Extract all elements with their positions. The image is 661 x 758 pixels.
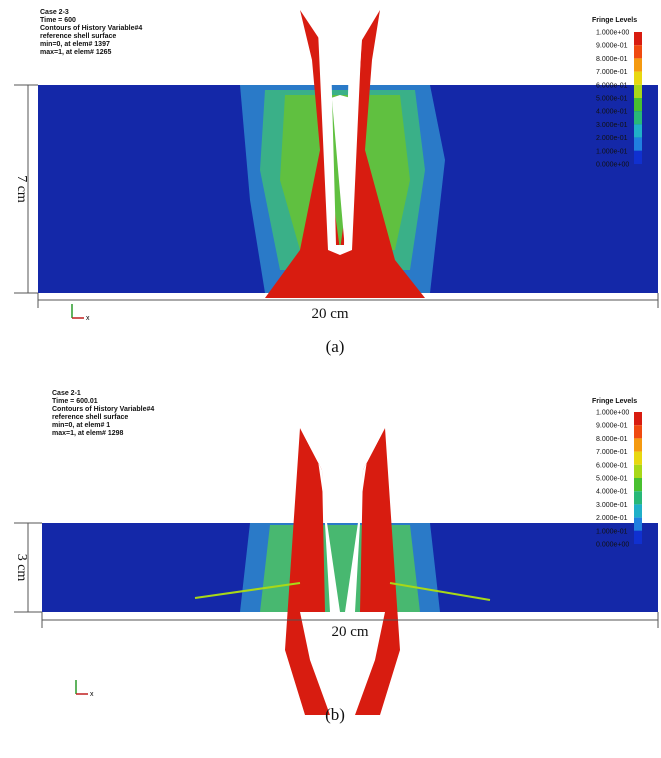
header-line: min=0, at elem# 1397 bbox=[40, 41, 110, 48]
colorbar-segment bbox=[634, 531, 642, 544]
header-line: reference shell surface bbox=[40, 33, 116, 40]
fringe-level: 1.000e+00 bbox=[596, 30, 629, 37]
header-line: Case 2-1 bbox=[52, 390, 81, 397]
colorbar-segment bbox=[634, 72, 642, 85]
fringe-level: 3.000e-01 bbox=[596, 502, 628, 509]
colorbar-segment bbox=[634, 138, 642, 151]
header-line: max=1, at elem# 1265 bbox=[40, 49, 112, 56]
header-line: reference shell surface bbox=[52, 414, 128, 421]
caption: (b) bbox=[325, 705, 345, 724]
colorbar-segment bbox=[634, 124, 642, 137]
fringe-level: 2.000e-01 bbox=[596, 515, 628, 522]
fringe-level: 8.000e-01 bbox=[596, 436, 628, 443]
fringe-level: 0.000e+00 bbox=[596, 162, 629, 169]
fringe-level: 8.000e-01 bbox=[596, 56, 628, 63]
header-line: Contours of History Variable#4 bbox=[40, 25, 142, 32]
colorbar-segment bbox=[634, 491, 642, 504]
colorbar-segment bbox=[634, 438, 642, 451]
colorbar-segment bbox=[634, 412, 642, 425]
colorbar-segment bbox=[634, 85, 642, 98]
height-label: 7 cm bbox=[14, 175, 29, 203]
figure: Case 2-3Time = 600Contours of History Va… bbox=[0, 0, 661, 758]
colorbar-segment bbox=[634, 111, 642, 124]
fringe-level: 5.000e-01 bbox=[596, 96, 628, 103]
fringe-level: 6.000e-01 bbox=[596, 462, 628, 469]
header-line: Time = 600 bbox=[40, 17, 76, 24]
height-label: 3 cm bbox=[14, 554, 29, 582]
colorbar-segment bbox=[634, 504, 642, 517]
width-label: 20 cm bbox=[311, 306, 348, 322]
fringe-level: 0.000e+00 bbox=[596, 542, 629, 549]
caption: (a) bbox=[326, 337, 345, 356]
colorbar-segment bbox=[634, 518, 642, 531]
header-line: Case 2-3 bbox=[40, 9, 69, 16]
colorbar-segment bbox=[634, 478, 642, 491]
fringe-level: 7.000e-01 bbox=[596, 449, 628, 456]
header-line: max=1, at elem# 1298 bbox=[52, 430, 124, 437]
colorbar-segment bbox=[634, 151, 642, 164]
triad-label: x bbox=[86, 315, 90, 322]
fringe-level: 4.000e-01 bbox=[596, 109, 628, 116]
fringe-level: 1.000e-01 bbox=[596, 148, 628, 155]
colorbar-segment bbox=[634, 452, 642, 465]
fringe-level: 6.000e-01 bbox=[596, 82, 628, 89]
fringe-level: 1.000e+00 bbox=[596, 410, 629, 417]
fringe-title: Fringe Levels bbox=[592, 398, 637, 405]
colorbar-segment bbox=[634, 425, 642, 438]
fringe-level: 3.000e-01 bbox=[596, 122, 628, 129]
fringe-level: 1.000e-01 bbox=[596, 528, 628, 535]
fringe-level: 9.000e-01 bbox=[596, 43, 628, 50]
colorbar-segment bbox=[634, 45, 642, 58]
header-line: min=0, at elem# 1 bbox=[52, 422, 110, 429]
width-label: 20 cm bbox=[331, 624, 368, 640]
panel-b-field bbox=[42, 428, 658, 715]
fringe-level: 5.000e-01 bbox=[596, 476, 628, 483]
colorbar-segment bbox=[634, 58, 642, 71]
colorbar-segment bbox=[634, 465, 642, 478]
panel-a-field bbox=[38, 10, 658, 298]
fringe-level: 2.000e-01 bbox=[596, 135, 628, 142]
fringe-title: Fringe Levels bbox=[592, 17, 637, 24]
header-line: Contours of History Variable#4 bbox=[52, 406, 154, 413]
fringe-level: 7.000e-01 bbox=[596, 69, 628, 76]
colorbar-segment bbox=[634, 98, 642, 111]
fringe-level: 9.000e-01 bbox=[596, 423, 628, 430]
colorbar-segment bbox=[634, 32, 642, 45]
triad-label: x bbox=[90, 691, 94, 698]
fringe-level: 4.000e-01 bbox=[596, 489, 628, 496]
header-line: Time = 600.01 bbox=[52, 398, 98, 405]
